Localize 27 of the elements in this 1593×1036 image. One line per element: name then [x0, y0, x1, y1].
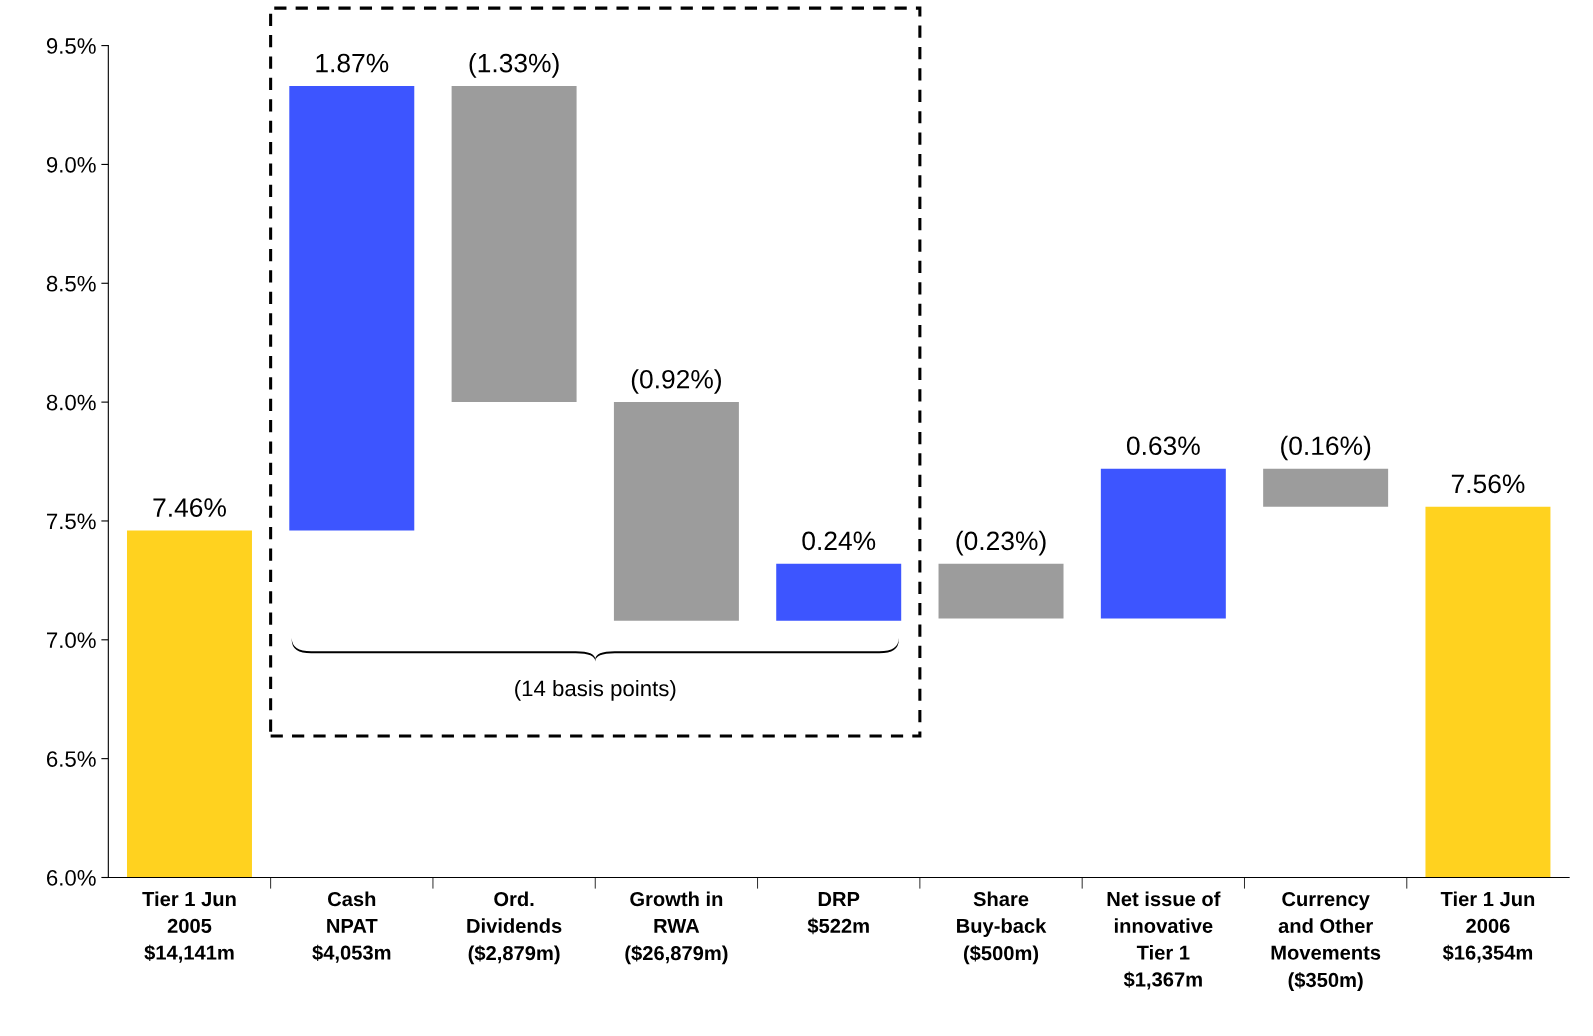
y-tick-label: 9.0%: [46, 156, 96, 173]
x-tick-label: Ord. Dividends ($2,879m): [467, 891, 562, 965]
y-tick-label: 6.5%: [47, 751, 96, 767]
x-tick-label: DRP $522m: [807, 892, 869, 935]
y-tick-label: 7.0%: [47, 632, 96, 649]
y-tick-label: 7.5%: [47, 513, 96, 530]
x-tick-label: Tier 1 Jun 2006 $16,354m: [1440, 891, 1535, 963]
annotation: (14 basis points): [515, 679, 676, 701]
x-tick-label: Share Buy-back ($500m): [957, 891, 1047, 965]
y-tick-label: 8.0%: [46, 394, 96, 411]
data-label: (0.92%): [631, 369, 721, 394]
y-tick-label: 6.0%: [47, 870, 96, 886]
data-label: (0.23%): [956, 530, 1046, 556]
x-tick-label: Currency and Other Movements ($350m): [1271, 891, 1381, 992]
y-tick-label: 9.5%: [46, 38, 96, 54]
x-tick-label: Tier 1 Jun 2005 $14,141m: [142, 891, 236, 963]
x-tick-label: Growth in RWA ($26,879m): [625, 891, 728, 965]
x-tick-label: Net issue of innovative Tier 1 $1,367m: [1107, 891, 1221, 990]
data-label: 7.46%: [153, 498, 226, 517]
data-label: (0.16%): [1281, 435, 1371, 461]
y-tick-label: 8.5%: [46, 275, 96, 292]
data-label: (1.33%): [469, 53, 559, 78]
data-label: 1.87%: [316, 53, 389, 73]
data-label: 0.24%: [802, 531, 876, 551]
data-label: 0.63%: [1126, 436, 1200, 456]
x-tick-label: Cash NPAT $4,053m: [312, 891, 391, 963]
data-label: 7.56%: [1451, 474, 1525, 494]
